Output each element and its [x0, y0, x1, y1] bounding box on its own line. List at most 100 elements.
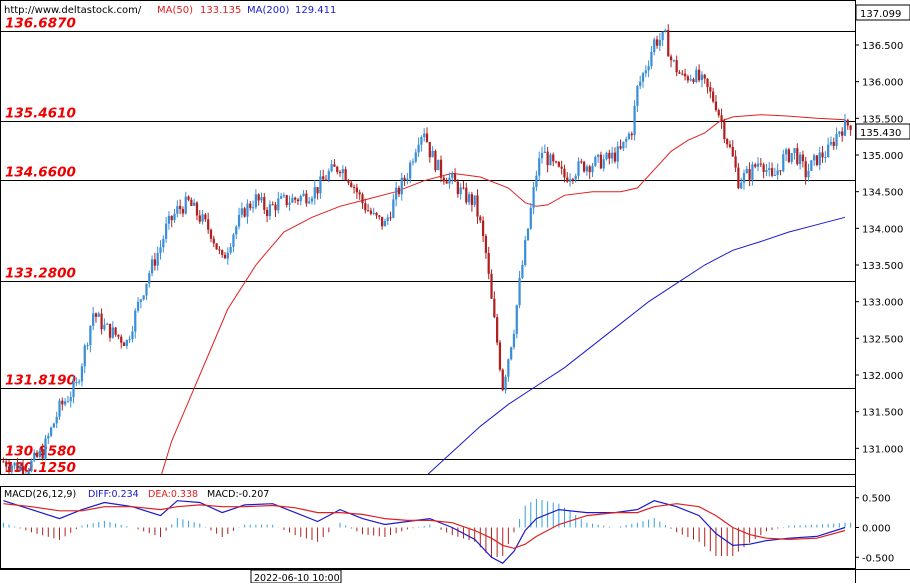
candle-body-140	[395, 187, 398, 200]
candle-body-18	[52, 423, 56, 428]
candle-body-110	[310, 198, 314, 202]
candle-body-275	[773, 175, 776, 177]
candle-body-261	[734, 156, 737, 168]
candle-body-81	[229, 246, 232, 253]
candle-body-286	[804, 161, 807, 178]
candle-body-48	[136, 301, 140, 311]
candle-body-203	[571, 179, 574, 181]
candle-body-249	[700, 74, 704, 81]
candle-body-85	[240, 208, 243, 215]
candle-body-120	[338, 171, 342, 174]
candle-body-73	[207, 219, 210, 230]
candle-body-248	[697, 69, 701, 81]
candle-body-93	[263, 197, 266, 210]
candle-body-243	[683, 73, 687, 77]
candle-body-71	[201, 214, 204, 222]
candle-body-52	[148, 273, 151, 284]
candle-body-173	[487, 253, 490, 274]
candle-body-153	[431, 150, 434, 158]
candle-body-160	[451, 173, 454, 178]
top-price-box	[855, 4, 910, 21]
macd-indicator	[2, 498, 852, 564]
price-tick-label-1: 136.000	[862, 78, 903, 89]
candle-body-144	[406, 178, 409, 181]
candle-body-250	[703, 74, 706, 79]
top-price-label: 137.099	[860, 9, 901, 20]
candle-body-10	[30, 460, 33, 472]
candle-body-116	[327, 171, 330, 181]
candle-body-170	[479, 216, 482, 221]
price-axis: 136.500 136.000 135.500 135.000 134.500 134.0…	[855, 41, 903, 564]
candle-body-280	[787, 149, 791, 162]
candle-body-269	[756, 163, 760, 167]
ma200-line	[427, 216, 846, 474]
candle-body-64	[181, 209, 185, 214]
candle-body-89	[251, 207, 255, 209]
candle-body-204	[574, 175, 577, 180]
candle-body-143	[403, 177, 406, 181]
candle-body-237	[667, 30, 670, 57]
candle-body-191	[538, 158, 541, 176]
candle-body-125	[352, 186, 356, 188]
candle-body-199	[560, 166, 563, 169]
price-tick-label-11: 131.000	[862, 444, 903, 455]
candle-body-182	[512, 333, 516, 348]
candle-body-77	[218, 249, 221, 251]
price-tick-label-0: 136.500	[862, 41, 903, 52]
candle-body-101	[285, 195, 288, 205]
candle-body-299	[841, 131, 844, 136]
candle-body-291	[818, 152, 821, 166]
candle-body-134	[378, 215, 381, 217]
candle-body-174	[490, 273, 493, 299]
candle-body-209	[588, 166, 591, 173]
candle-body-229	[644, 70, 647, 74]
candle-body-0	[2, 461, 5, 463]
candle-body-25	[72, 382, 75, 398]
candle-body-98	[277, 198, 280, 211]
candle-body-227	[639, 81, 642, 86]
candle-body-213	[599, 154, 603, 169]
level-label-1: 135.4610	[5, 106, 76, 122]
candle-body-168	[473, 195, 476, 205]
candle-body-115	[324, 179, 328, 181]
candle-body-23	[66, 401, 70, 403]
candle-body-230	[647, 66, 650, 71]
candle-body-193	[543, 151, 546, 154]
candle-body-123	[347, 179, 350, 183]
candle-body-29	[83, 345, 86, 367]
candle-body-279	[784, 149, 788, 155]
candle-body-15	[44, 438, 47, 459]
macd-dea-line	[3, 503, 846, 549]
level-label-0: 136.6870	[5, 16, 76, 32]
candle-body-159	[448, 177, 451, 184]
candle-body-283	[796, 148, 799, 165]
candle-body-272	[765, 170, 768, 172]
candle-body-188	[529, 207, 532, 229]
candle-body-37	[106, 323, 109, 325]
candle-body-130	[366, 210, 370, 212]
candle-body-59	[167, 215, 171, 224]
candle-body-284	[798, 154, 802, 165]
candle-body-21	[61, 400, 64, 405]
candle-body-102	[288, 202, 291, 205]
candle-body-183	[515, 305, 518, 334]
candle-body-36	[103, 324, 106, 330]
candle-body-2	[7, 466, 11, 471]
candle-body-142	[400, 177, 403, 195]
candle-body-185	[521, 264, 524, 278]
candle-body-290	[815, 155, 819, 166]
candle-body-108	[305, 193, 308, 204]
candle-body-232	[653, 39, 656, 53]
candle-body-187	[526, 228, 530, 241]
price-tick-label-8: 132.500	[862, 334, 903, 345]
candle-body-262	[737, 167, 740, 189]
ma50-line	[161, 114, 846, 474]
candle-body-88	[249, 203, 252, 209]
source-url[interactable]: http://www.deltastock.com/	[4, 5, 142, 16]
candle-body-152	[428, 142, 431, 158]
candle-body-121	[341, 169, 344, 174]
candle-body-177	[498, 342, 502, 370]
candle-body-91	[257, 194, 260, 201]
candle-body-107	[302, 193, 305, 197]
